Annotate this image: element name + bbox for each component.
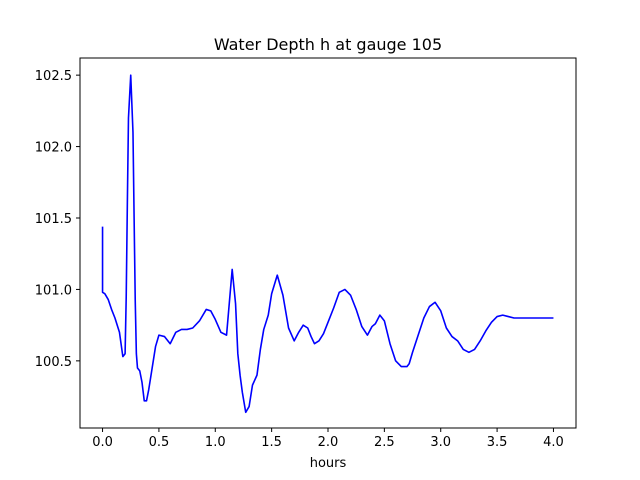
x-tick-label: 2.5 — [374, 435, 395, 450]
x-tick-label: 2.0 — [318, 435, 339, 450]
x-tick-label: 1.5 — [261, 435, 282, 450]
x-tick-label: 0.0 — [92, 435, 113, 450]
y-tick-label: 100.5 — [35, 355, 72, 370]
y-axis: 100.5 101.0 101.5 102.0 102.5 — [35, 69, 80, 370]
x-tick-label: 3.0 — [430, 435, 451, 450]
series-line — [101, 74, 554, 414]
y-tick-label: 102.5 — [35, 69, 72, 84]
chart-title: Water Depth h at gauge 105 — [214, 35, 442, 54]
x-tick-label: 1.0 — [205, 435, 226, 450]
x-tick-label: 4.0 — [543, 435, 564, 450]
plot-area — [101, 74, 554, 414]
y-tick-label: 102.0 — [35, 141, 72, 156]
x-tick-label: 0.5 — [149, 435, 170, 450]
x-tick-label: 3.5 — [487, 435, 508, 450]
y-tick-label: 101.0 — [35, 283, 72, 298]
x-axis: 0.0 0.5 1.0 1.5 2.0 2.5 3.0 3.5 4.0 — [92, 428, 564, 450]
y-tick-label: 101.5 — [35, 212, 72, 227]
x-axis-label: hours — [310, 456, 347, 471]
